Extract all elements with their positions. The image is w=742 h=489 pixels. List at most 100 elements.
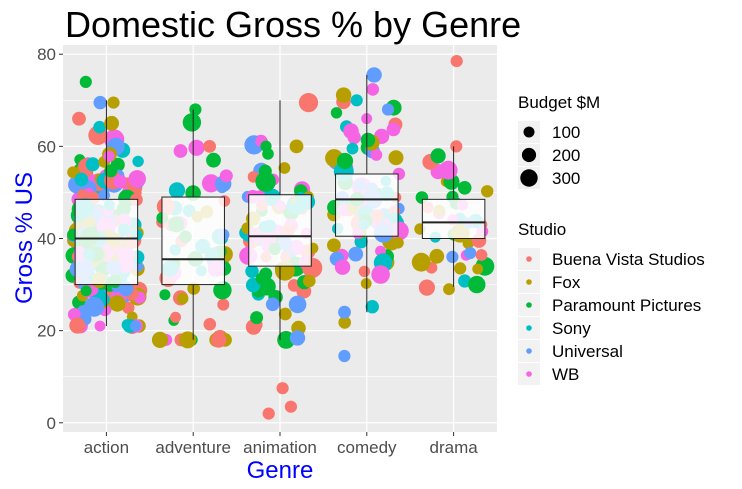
- budget-legend-key: [521, 147, 537, 163]
- boxplot-box: [248, 194, 312, 267]
- studio-legend-key: [526, 371, 532, 377]
- studio-legend-key: [526, 348, 532, 354]
- data-point: [265, 297, 280, 312]
- data-point: [93, 95, 107, 110]
- y-tick-label: 80: [37, 45, 56, 64]
- data-point: [358, 265, 371, 278]
- data-point: [475, 249, 488, 261]
- budget-legend: 100 200 300: [518, 121, 580, 189]
- data-point: [170, 311, 181, 323]
- data-point: [74, 172, 89, 187]
- studio-legend: Buena Vista Studios Fox Paramount Pictures…: [518, 248, 705, 385]
- data-point: [327, 238, 341, 253]
- data-point: [366, 67, 382, 83]
- data-point: [189, 103, 202, 116]
- chart-title: Domestic Gross % by Genre: [65, 4, 521, 45]
- data-point: [334, 259, 351, 275]
- data-point: [203, 140, 217, 153]
- data-point: [217, 298, 230, 311]
- data-point: [481, 185, 494, 198]
- x-tick-label: animation: [243, 438, 317, 457]
- data-point: [418, 279, 435, 296]
- data-point: [188, 139, 205, 156]
- data-point: [346, 142, 359, 155]
- data-point: [262, 407, 275, 420]
- data-point: [370, 149, 383, 161]
- budget-legend-label: 200: [552, 146, 580, 165]
- data-point: [182, 113, 202, 132]
- data-point: [93, 120, 106, 134]
- studio-legend-key: [526, 279, 532, 285]
- data-point: [335, 87, 352, 103]
- data-point: [276, 382, 289, 395]
- data-point: [429, 248, 445, 264]
- x-tick-label: action: [84, 438, 129, 457]
- data-point: [468, 275, 486, 294]
- data-point: [104, 164, 118, 178]
- y-axis-title: Gross % US: [11, 172, 38, 304]
- data-point: [288, 295, 307, 314]
- data-point: [446, 250, 459, 263]
- data-point: [454, 262, 467, 275]
- data-point: [94, 320, 106, 332]
- data-point: [386, 122, 401, 137]
- data-point: [392, 237, 404, 249]
- data-point: [438, 160, 458, 180]
- studio-legend-label: Fox: [552, 273, 581, 292]
- data-point: [109, 295, 126, 312]
- data-point: [450, 140, 463, 153]
- data-point: [130, 320, 141, 332]
- x-tick-label: comedy: [337, 438, 397, 457]
- data-point: [213, 281, 232, 300]
- x-axis-title: Genre: [247, 457, 314, 484]
- data-point: [298, 93, 319, 113]
- data-point: [464, 247, 477, 260]
- data-point: [77, 189, 88, 200]
- data-point: [388, 150, 404, 166]
- studio-legend-label: Paramount Pictures: [552, 296, 701, 315]
- boxplot-box: [335, 173, 399, 237]
- studio-legend-label: Universal: [552, 342, 623, 361]
- boxplot-box: [421, 198, 486, 239]
- budget-legend-key: [523, 126, 535, 138]
- boxplots: [74, 74, 486, 340]
- data-point: [98, 189, 110, 201]
- data-point: [450, 55, 463, 68]
- data-point: [381, 103, 395, 116]
- data-point: [219, 169, 233, 183]
- data-point: [303, 274, 316, 288]
- data-point: [360, 278, 372, 289]
- data-point: [203, 318, 217, 331]
- budget-legend-label: 100: [552, 123, 580, 142]
- data-point: [107, 96, 120, 109]
- studio-legend-key: [526, 302, 532, 308]
- data-point: [338, 349, 351, 363]
- data-point: [151, 331, 169, 348]
- data-point: [278, 162, 291, 174]
- data-point: [85, 157, 100, 172]
- data-point: [103, 150, 115, 162]
- y-tick-label: 60: [37, 137, 56, 156]
- data-point: [168, 182, 186, 199]
- data-point: [259, 267, 273, 281]
- data-point: [338, 305, 351, 319]
- data-point: [347, 130, 361, 145]
- data-point: [289, 139, 304, 154]
- data-point: [411, 252, 431, 272]
- x-tick-label: drama: [430, 438, 479, 457]
- data-point: [173, 144, 188, 158]
- studio-legend-label: Sony: [552, 319, 591, 338]
- x-axis-ticks: action adventure animation comedy drama: [84, 432, 479, 457]
- data-point: [72, 111, 86, 126]
- data-point: [84, 296, 104, 317]
- data-point: [350, 94, 363, 107]
- data-point: [216, 182, 228, 194]
- data-point: [472, 263, 484, 275]
- studio-legend-label: WB: [552, 365, 579, 384]
- data-point: [365, 300, 379, 314]
- data-point: [278, 307, 292, 321]
- data-point: [80, 285, 92, 297]
- data-point: [262, 148, 274, 160]
- data-point: [457, 181, 472, 195]
